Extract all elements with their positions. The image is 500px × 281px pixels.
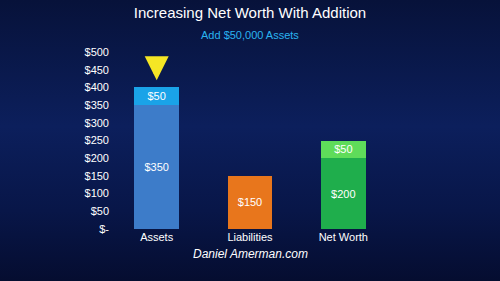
svg-text:$400: $400 (85, 81, 109, 93)
svg-text:$50: $50 (147, 90, 165, 102)
svg-text:$350: $350 (144, 161, 168, 173)
svg-text:$200: $200 (85, 152, 109, 164)
svg-text:$100: $100 (85, 187, 109, 199)
svg-text:Assets: Assets (140, 231, 174, 243)
svg-text:Daniel Amerman.com: Daniel Amerman.com (193, 247, 308, 261)
svg-text:$150: $150 (238, 196, 262, 208)
svg-text:Increasing Net Worth With Addi: Increasing Net Worth With Addition (134, 4, 366, 21)
svg-text:$250: $250 (85, 134, 109, 146)
svg-text:Net Worth: Net Worth (319, 231, 368, 243)
svg-text:$50: $50 (91, 205, 109, 217)
svg-text:Add $50,000 Assets: Add $50,000 Assets (201, 29, 299, 41)
svg-text:$450: $450 (85, 64, 109, 76)
svg-text:$300: $300 (85, 117, 109, 129)
svg-text:$200: $200 (331, 188, 355, 200)
svg-text:$50: $50 (334, 143, 352, 155)
svg-text:$350: $350 (85, 99, 109, 111)
svg-text:Liabilities: Liabilities (227, 231, 273, 243)
svg-text:$500: $500 (85, 46, 109, 58)
svg-text:$150: $150 (85, 170, 109, 182)
svg-text:$-: $- (99, 223, 109, 235)
